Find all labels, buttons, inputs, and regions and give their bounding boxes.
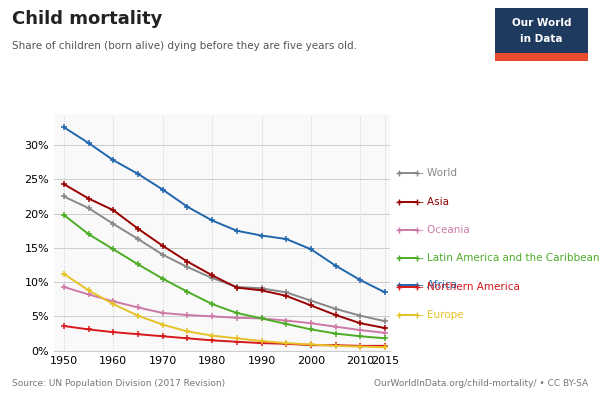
Text: Child mortality: Child mortality	[12, 10, 163, 28]
Text: Share of children (born alive) dying before they are five years old.: Share of children (born alive) dying bef…	[12, 41, 357, 51]
Text: Our World: Our World	[512, 18, 571, 28]
Text: - Africa: - Africa	[420, 279, 457, 290]
Bar	[495, 52, 588, 61]
Text: - Latin America and the Caribbean: - Latin America and the Caribbean	[420, 253, 599, 264]
Text: in Data: in Data	[520, 34, 563, 44]
Text: - World: - World	[420, 168, 457, 178]
Text: - Northern America: - Northern America	[420, 282, 520, 292]
Text: - Asia: - Asia	[420, 197, 449, 207]
Text: - Oceania: - Oceania	[420, 225, 470, 235]
Text: Source: UN Population Division (2017 Revision): Source: UN Population Division (2017 Rev…	[12, 379, 225, 388]
FancyBboxPatch shape	[495, 8, 588, 61]
Text: - Europe: - Europe	[420, 310, 464, 320]
Text: OurWorldInData.org/child-mortality/ • CC BY-SA: OurWorldInData.org/child-mortality/ • CC…	[374, 379, 588, 388]
